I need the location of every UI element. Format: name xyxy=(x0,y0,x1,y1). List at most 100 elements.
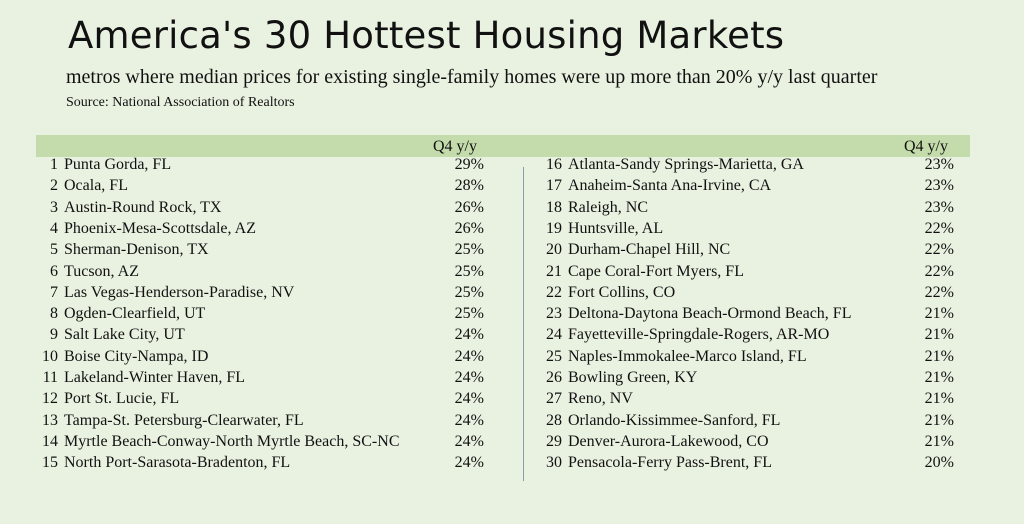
value-label: 24% xyxy=(454,326,484,344)
value-label: 24% xyxy=(454,390,484,408)
table-row: 18 Raleigh, NC 23% xyxy=(538,199,958,220)
metro-label: Orlando-Kissimmee-Sanford, FL xyxy=(568,411,781,429)
metro-label: Tucson, AZ xyxy=(64,262,139,280)
metro-label: Myrtle Beach-Conway-North Myrtle Beach, … xyxy=(64,432,400,450)
value-label: 25% xyxy=(454,262,484,280)
rank-label: 7 xyxy=(50,283,58,301)
table-row: 13 Tampa-St. Petersburg-Clearwater, FL 24% xyxy=(34,411,484,433)
metro-label: Cape Coral-Fort Myers, FL xyxy=(568,262,744,280)
metro-label: Salt Lake City, UT xyxy=(64,326,185,344)
column-header-right: Q4 y/y xyxy=(904,138,948,155)
rank-label: 19 xyxy=(546,219,562,237)
value-label: 21% xyxy=(924,411,954,429)
metro-label: Atlanta-Sandy Springs-Marietta, GA xyxy=(568,156,804,173)
value-label: 26% xyxy=(454,198,484,216)
table-row: 21 Cape Coral-Fort Myers, FL 22% xyxy=(538,263,958,284)
table-row: 12 Port St. Lucie, FL 24% xyxy=(34,390,484,411)
metro-label: Durham-Chapel Hill, NC xyxy=(568,241,731,259)
rank-label: 24 xyxy=(546,326,562,344)
metro-label: Naples-Immokalee-Marco Island, FL xyxy=(568,347,807,365)
rank-label: 28 xyxy=(546,411,562,429)
metro-label: Port St. Lucie, FL xyxy=(64,390,180,408)
rank-label: 30 xyxy=(546,454,562,472)
metro-label: Sherman-Denison, TX xyxy=(64,241,209,259)
metro-label: Huntsville, AL xyxy=(568,219,664,237)
metro-label: North Port-Sarasota-Bradenton, FL xyxy=(64,454,291,472)
rank-label: 12 xyxy=(42,390,58,408)
value-label: 24% xyxy=(454,432,484,450)
value-label: 28% xyxy=(454,177,484,195)
rank-label: 16 xyxy=(546,156,562,173)
rank-label: 9 xyxy=(50,326,58,344)
table-row: 7 Las Vegas-Henderson-Paradise, NV 25% xyxy=(34,283,484,305)
rank-label: 10 xyxy=(42,347,58,365)
metro-label: Anaheim-Santa Ana-Irvine, CA xyxy=(568,177,772,195)
value-label: 21% xyxy=(924,326,954,344)
value-label: 25% xyxy=(454,283,484,301)
table-row: 28 Orlando-Kissimmee-Sanford, FL 21% xyxy=(538,412,958,433)
metro-label: Reno, NV xyxy=(568,390,633,408)
rank-label: 13 xyxy=(42,411,58,429)
value-label: 25% xyxy=(454,241,484,259)
metro-label: Deltona-Daytona Beach-Ormond Beach, FL xyxy=(568,305,852,323)
metro-label: Lakeland-Winter Haven, FL xyxy=(64,369,246,386)
value-label: 21% xyxy=(924,369,954,386)
table-row: 4 Phoenix-Mesa-Scottsdale, AZ 26% xyxy=(34,219,484,241)
value-label: 20% xyxy=(924,454,954,472)
column-header-left: Q4 y/y xyxy=(433,138,477,155)
rank-label: 2 xyxy=(50,177,58,195)
rank-label: 22 xyxy=(546,283,562,301)
value-label: 24% xyxy=(454,369,484,386)
metro-label: Boise City-Nampa, ID xyxy=(64,347,209,365)
value-label: 21% xyxy=(924,390,954,408)
table-row: 17 Anaheim-Santa Ana-Irvine, CA 23% xyxy=(538,177,958,198)
value-label: 22% xyxy=(924,283,954,301)
value-label: 24% xyxy=(454,454,484,472)
table-row: 27 Reno, NV 21% xyxy=(538,390,958,411)
rank-label: 8 xyxy=(50,305,58,323)
rank-label: 18 xyxy=(546,198,562,216)
metro-label: Fort Collins, CO xyxy=(568,283,676,301)
value-label: 24% xyxy=(454,347,484,365)
table-row: 30 Pensacola-Ferry Pass-Brent, FL 20% xyxy=(538,454,958,475)
table-row: 8 Ogden-Clearfield, UT 25% xyxy=(34,305,484,326)
metro-label: Ogden-Clearfield, UT xyxy=(64,305,206,323)
rank-label: 29 xyxy=(546,432,562,450)
value-label: 22% xyxy=(924,262,954,280)
table-row: 10 Boise City-Nampa, ID 24% xyxy=(34,347,484,369)
value-label: 22% xyxy=(924,219,954,237)
rank-label: 15 xyxy=(42,454,58,472)
metro-label: Pensacola-Ferry Pass-Brent, FL xyxy=(568,454,772,472)
table-row: 26 Bowling Green, KY 21% xyxy=(538,369,958,390)
metro-label: Austin-Round Rock, TX xyxy=(64,198,222,216)
column-divider xyxy=(523,167,524,481)
table-row: 1 Punta Gorda, FL 29% xyxy=(34,156,484,177)
table-row: 6 Tucson, AZ 25% xyxy=(34,262,484,284)
rank-label: 26 xyxy=(546,369,562,386)
table-row: 14 Myrtle Beach-Conway-North Myrtle Beach… xyxy=(34,432,484,454)
rank-label: 21 xyxy=(546,262,562,280)
metro-label: Phoenix-Mesa-Scottsdale, AZ xyxy=(64,219,256,237)
value-label: 21% xyxy=(924,305,954,323)
table-row: 16 Atlanta-Sandy Springs-Marietta, GA 23% xyxy=(538,156,958,177)
value-label: 25% xyxy=(454,305,484,323)
rank-label: 14 xyxy=(42,432,58,450)
rank-label: 20 xyxy=(546,241,562,259)
value-label: 23% xyxy=(924,177,954,195)
metro-label: Bowling Green, KY xyxy=(568,369,698,386)
value-label: 23% xyxy=(924,198,954,216)
value-label: 26% xyxy=(454,219,484,237)
metro-label: Punta Gorda, FL xyxy=(64,156,172,173)
table-row: 25 Naples-Immokalee-Marco Island, FL 21% xyxy=(538,348,958,369)
metro-label: Ocala, FL xyxy=(64,177,128,195)
table-row: 9 Salt Lake City, UT 24% xyxy=(34,326,484,347)
table-row: 5 Sherman-Denison, TX 25% xyxy=(34,241,484,262)
value-label: 21% xyxy=(924,347,954,365)
table-row: 24 Fayetteville-Springdale-Rogers, AR-MO 2… xyxy=(538,326,958,347)
metro-label: Fayetteville-Springdale-Rogers, AR-MO xyxy=(568,326,830,344)
rank-label: 23 xyxy=(546,305,562,323)
rank-label: 1 xyxy=(50,156,58,173)
chart-subtitle: metros where median prices for existing … xyxy=(66,66,878,88)
chart-title: America's 30 Hottest Housing Markets xyxy=(68,14,785,57)
table-row: 11 Lakeland-Winter Haven, FL 24% xyxy=(34,369,484,390)
